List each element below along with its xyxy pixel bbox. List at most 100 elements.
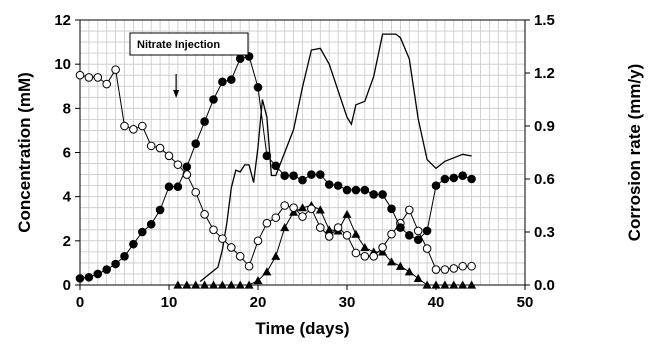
- data-point: [449, 173, 459, 183]
- data-point: [333, 223, 343, 232]
- data-point: [324, 180, 334, 189]
- x-tick-label: 20: [250, 294, 267, 311]
- data-point: [262, 267, 272, 276]
- data-point: [227, 243, 236, 252]
- data-point: [111, 259, 120, 269]
- data-point: [316, 170, 325, 179]
- data-point: [120, 251, 129, 261]
- y2-tick-label: 0.6: [534, 171, 555, 188]
- data-point: [351, 248, 361, 258]
- data-point: [227, 75, 236, 84]
- data-point: [360, 242, 370, 252]
- data-point: [253, 236, 263, 246]
- data-point: [262, 218, 272, 228]
- y-tick-label: 12: [54, 12, 71, 29]
- data-point: [431, 265, 441, 274]
- data-point: [315, 205, 325, 214]
- data-point: [262, 151, 272, 161]
- y-tick-label: 0: [63, 277, 71, 294]
- data-point: [405, 231, 414, 240]
- data-point: [387, 204, 396, 214]
- data-point: [413, 235, 423, 245]
- data-point: [387, 229, 396, 239]
- data-point: [164, 151, 174, 161]
- data-point: [191, 139, 200, 148]
- data-point: [235, 54, 245, 63]
- annotation-arrowhead: [173, 90, 180, 98]
- annotation-box: [129, 32, 249, 56]
- data-point: [217, 280, 227, 289]
- series-line: [177, 204, 472, 286]
- data-point: [173, 280, 183, 289]
- data-point: [173, 182, 183, 192]
- series-1: [75, 65, 476, 274]
- data-point: [102, 79, 111, 89]
- data-point: [404, 267, 414, 276]
- annotation: Nitrate Injection: [129, 32, 249, 98]
- x-tick-label: 10: [161, 294, 178, 311]
- data-point: [413, 273, 423, 282]
- data-point: [280, 223, 290, 232]
- x-tick-label: 40: [428, 294, 445, 311]
- x-tick-label: 30: [339, 294, 356, 311]
- series-0: [75, 52, 476, 283]
- data-point: [209, 95, 218, 104]
- data-point: [271, 251, 281, 260]
- data-point: [75, 70, 85, 80]
- data-point: [449, 280, 459, 289]
- data-point: [458, 280, 468, 289]
- grid: [80, 20, 525, 285]
- ticks: 0 10 20 30 40 50 0 2 4 6 8 10 12 0.0 0.3 0.6 0.9 1.2 1.5: [54, 12, 555, 311]
- data-point: [422, 280, 432, 289]
- data-point: [342, 231, 352, 240]
- data-point: [253, 276, 263, 285]
- data-point: [93, 269, 103, 279]
- data-point: [84, 73, 94, 82]
- data-point: [351, 185, 361, 195]
- y-tick-label: 10: [54, 56, 71, 73]
- data-point: [324, 232, 334, 241]
- data-point: [191, 280, 201, 289]
- data-point: [467, 174, 476, 184]
- data-point: [395, 261, 405, 270]
- series-layer: [75, 33, 477, 289]
- data-point: [191, 187, 200, 197]
- data-point: [342, 209, 352, 218]
- data-point: [155, 205, 165, 215]
- data-point: [324, 225, 334, 234]
- y-tick-label: 2: [63, 233, 71, 250]
- data-point: [182, 162, 192, 172]
- data-point: [307, 170, 316, 179]
- data-point: [360, 251, 370, 261]
- data-point: [449, 264, 459, 273]
- series-2: [173, 201, 477, 289]
- data-point: [378, 243, 387, 252]
- y-tick-label: 8: [63, 100, 71, 117]
- data-point: [200, 280, 210, 289]
- y2-tick-label: 0.0: [534, 277, 555, 294]
- data-point: [467, 261, 476, 271]
- data-point: [102, 265, 111, 274]
- data-point: [235, 280, 245, 289]
- data-point: [129, 239, 138, 249]
- data-point: [271, 213, 281, 222]
- data-point: [387, 257, 396, 266]
- data-point: [75, 274, 85, 283]
- data-point: [244, 280, 254, 289]
- data-point: [316, 223, 325, 232]
- data-point: [209, 280, 218, 289]
- data-point: [298, 175, 307, 185]
- data-point: [289, 171, 298, 180]
- data-point: [360, 185, 370, 195]
- data-point: [138, 121, 147, 131]
- data-point: [120, 121, 129, 131]
- data-point: [298, 212, 307, 221]
- series-line: [199, 33, 472, 283]
- y-axis-title: Concentration (mM): [15, 72, 34, 233]
- data-point: [244, 261, 254, 271]
- data-point: [378, 190, 387, 199]
- data-point: [298, 203, 307, 212]
- data-point: [333, 181, 343, 190]
- data-point: [155, 143, 165, 153]
